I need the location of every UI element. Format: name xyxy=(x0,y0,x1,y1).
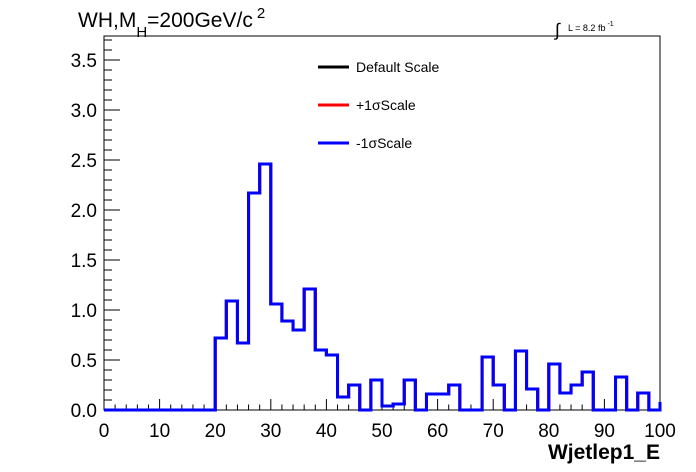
histogram-series-line xyxy=(104,162,662,412)
x-tick-label: 0 xyxy=(99,421,110,442)
y-tick-label: 2.5 xyxy=(71,151,97,172)
x-tick-label: 80 xyxy=(538,421,559,442)
x-tick-label: 20 xyxy=(205,421,226,442)
luminosity-label: ∫ L = 8.2 fb -1 xyxy=(553,20,614,40)
series-group xyxy=(104,162,662,412)
x-tick-label: 30 xyxy=(260,421,281,442)
x-tick-label: 70 xyxy=(483,421,504,442)
y-tick-label: 2.0 xyxy=(71,201,97,222)
plot-frame xyxy=(103,35,661,411)
x-tick-label: 10 xyxy=(149,421,170,442)
y-tick-label: 1.0 xyxy=(71,301,97,322)
legend-label: +1σScale xyxy=(356,97,416,113)
y-tick-label: 0.0 xyxy=(71,401,97,422)
x-tick-label: 40 xyxy=(316,421,337,442)
x-axis-title: Wjetlep1_E xyxy=(548,441,660,464)
x-tick-label: 60 xyxy=(427,421,448,442)
legend-label: -1σScale xyxy=(356,135,412,151)
y-tick-label: 1.5 xyxy=(71,251,97,272)
integral-sign: ∫ xyxy=(553,20,561,40)
y-tick-label: 0.5 xyxy=(71,351,97,372)
y-tick-label: 3.0 xyxy=(71,101,97,122)
y-tick-label: 3.5 xyxy=(71,51,97,72)
x-tick-label: 50 xyxy=(371,421,392,442)
x-tick-label: 100 xyxy=(644,421,676,442)
chart-title: WH,MH=200GeV/c 2 xyxy=(78,5,265,41)
axis-ticks: 0 10 20 30 40 50 60 70 80 90 100 0.0 0.5 1.0 1.5 2.0 2.5… xyxy=(71,39,676,442)
legend-label: Default Scale xyxy=(356,59,439,75)
luminosity-text: L = 8.2 fb -1 xyxy=(568,21,614,33)
legend: Default Scale +1σScale -1σScale xyxy=(318,59,439,151)
x-tick-label: 90 xyxy=(594,421,615,442)
